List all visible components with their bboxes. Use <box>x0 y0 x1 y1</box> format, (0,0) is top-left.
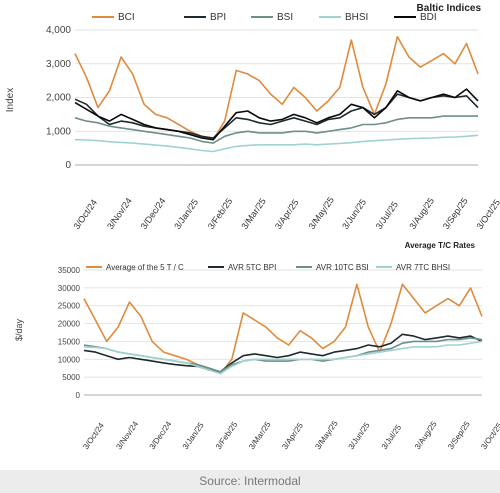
x-tick-label: 3/Apr/25 <box>273 198 301 232</box>
legend-label: BPI <box>210 12 226 23</box>
x-tick-label: 3/Sep/25 <box>441 196 470 231</box>
legend-label: BCI <box>118 12 135 23</box>
y-tick-label: 0 <box>65 160 71 171</box>
series-line-bhsi <box>74 134 479 153</box>
legend-label: BHSI <box>345 12 368 23</box>
y-tick-label: 1,000 <box>46 126 71 137</box>
y-tick-label: 0 <box>76 391 81 400</box>
x-tick-label: 3/Dec/24 <box>139 196 168 231</box>
x-tick-label: 3/Feb/25 <box>206 196 235 231</box>
x-tick-label: 3/Jul/25 <box>374 200 400 232</box>
series-line-bsi <box>74 115 478 144</box>
y-tick-label: 10000 <box>58 355 81 364</box>
x-tick-label: 3/Mar/25 <box>239 196 268 231</box>
baltic-indices-title: Baltic Indices <box>417 3 482 14</box>
y-tick-label: 3,000 <box>46 59 71 70</box>
x-tick-label: 3/Oct/25 <box>474 198 500 232</box>
y-tick-label: 4,000 <box>46 25 71 36</box>
baltic-indices-lines <box>74 35 479 153</box>
baltic-indices-ylabel: Index <box>5 88 16 112</box>
x-tick-label: 3/Jun/25 <box>340 197 368 231</box>
y-tick-label: 20000 <box>58 320 81 329</box>
x-tick-label: 3/Dec/24 <box>148 419 174 451</box>
tc-rates-legend: Average of the 5 T / C AVR 5TC BPI AVR 10T… <box>86 263 450 272</box>
tc-rates-x-ticks: 3/Oct/24 3/Nov/24 3/Dec/24 3/Jan/25 3/Feb/25… <box>81 419 500 452</box>
baltic-indices-x-ticks: 3/Oct/24 3/Nov/24 3/Dec/24 3/Jan/25 3/Feb/25… <box>71 195 500 231</box>
x-tick-label: 3/Sep/25 <box>446 419 472 451</box>
legend-label: AVR 10TC BSI <box>316 263 369 272</box>
baltic-indices-y-ticks: 0 1,000 2,000 3,000 4,000 <box>46 25 71 171</box>
x-tick-label: 3/Jan/25 <box>172 197 200 231</box>
y-tick-label: 2,000 <box>46 93 71 104</box>
y-tick-label: 15000 <box>58 337 81 346</box>
x-tick-label: 3/Jun/25 <box>347 420 372 451</box>
legend-label: AVR 5TC BPI <box>228 263 276 272</box>
x-tick-label: 3/Oct/25 <box>479 421 500 451</box>
tc-rates-title: Average T/C Rates <box>405 241 476 250</box>
series-line-bdi <box>74 88 479 141</box>
series-line-avr-5tc-bpi <box>83 333 483 373</box>
series-line-average-of-the-5-t-c <box>83 283 483 375</box>
x-tick-label: 3/Jan/25 <box>181 420 206 451</box>
x-tick-label: 3/May/25 <box>307 195 336 231</box>
x-tick-label: 3/Nov/24 <box>105 196 134 231</box>
tc-rates-y-ticks: 0 5000 10000 15000 20000 25000 30000 35000 <box>58 266 81 400</box>
tc-rates-chart: Average T/C Rates $/day 0 5000 10000 15000 2… <box>14 241 500 451</box>
x-tick-label: 3/Nov/24 <box>114 419 140 451</box>
series-line-bci <box>74 35 479 141</box>
tc-rates-lines <box>83 283 483 375</box>
y-tick-label: 30000 <box>58 284 81 293</box>
series-line-avr-10tc-bsi <box>83 337 483 373</box>
x-tick-label: 3/Aug/25 <box>407 196 436 231</box>
legend-label: BSI <box>277 12 293 23</box>
legend-label: BDI <box>420 12 437 23</box>
x-tick-label: 3/Oct/24 <box>81 421 106 451</box>
x-tick-label: 3/Feb/25 <box>214 420 240 451</box>
baltic-indices-chart: Baltic Indices Index 0 1,000 2,000 3,000 4,0… <box>5 3 500 231</box>
y-tick-label: 25000 <box>58 302 81 311</box>
x-tick-label: 3/Mar/25 <box>247 420 273 451</box>
source-label: Source: Intermodal <box>199 474 301 488</box>
tc-rates-grid <box>84 269 482 396</box>
source-bar <box>0 470 500 493</box>
baltic-indices-legend: BCI BPI BSI BHSI BDI <box>92 12 437 23</box>
x-tick-label: 3/Apr/25 <box>280 421 305 451</box>
y-tick-label: 35000 <box>58 266 81 275</box>
legend-label: Average of the 5 T / C <box>106 263 184 272</box>
tc-rates-ylabel: $/day <box>14 318 24 341</box>
series-line-avr-7tc-bhsi <box>83 340 483 375</box>
x-tick-label: 3/May/25 <box>313 419 340 452</box>
legend-label: AVR 7TC BHSI <box>396 263 450 272</box>
x-tick-label: 3/Oct/24 <box>71 198 99 232</box>
x-tick-label: 3/Aug/25 <box>413 419 439 451</box>
y-tick-label: 5000 <box>62 373 80 382</box>
x-tick-label: 3/Jul/25 <box>380 423 404 452</box>
